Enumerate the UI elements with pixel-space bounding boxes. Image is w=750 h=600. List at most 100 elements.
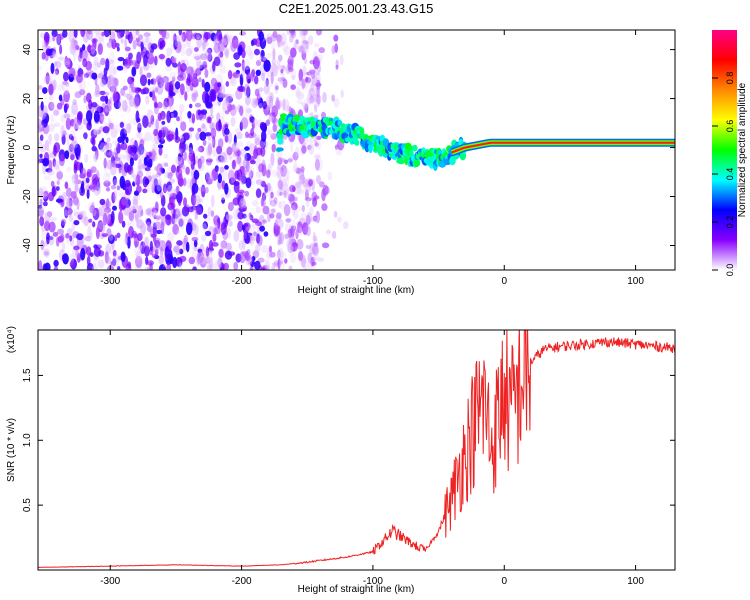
- noise-blob: [175, 245, 181, 256]
- noise-blob: [225, 93, 233, 107]
- noise-blob: [153, 142, 159, 152]
- noise-blob: [44, 211, 51, 223]
- noise-blob: [91, 145, 97, 152]
- noise-blob: [216, 217, 221, 229]
- noise-blob: [52, 158, 56, 168]
- noise-blob: [243, 153, 248, 163]
- noise-blob: [132, 181, 136, 187]
- noise-blob: [261, 130, 267, 143]
- noise-blob: [87, 30, 93, 35]
- noise-blob: [111, 255, 119, 268]
- noise-blob: [156, 163, 163, 176]
- noise-blob: [59, 44, 63, 55]
- noise-blob: [181, 42, 187, 49]
- noise-blob: [50, 114, 55, 124]
- noise-blob: [150, 221, 157, 228]
- noise-blob: [220, 55, 224, 67]
- noise-blob: [245, 226, 251, 233]
- noise-blob: [283, 204, 291, 217]
- noise-blob: [316, 86, 320, 98]
- noise-blob: [103, 157, 107, 169]
- noise-blob: [192, 52, 200, 60]
- noise-blob: [109, 85, 117, 92]
- noise-blob: [191, 236, 199, 242]
- noise-blob: [162, 186, 167, 193]
- noise-blob: [283, 168, 290, 181]
- noise-blob: [93, 128, 98, 136]
- noise-blob: [193, 169, 200, 180]
- noise-blob: [81, 44, 86, 51]
- noise-blob: [219, 65, 227, 74]
- noise-blob: [71, 104, 76, 113]
- noise-blob: [134, 87, 141, 94]
- colorbar-tick-label: 0.2: [725, 216, 735, 229]
- noise-blob: [110, 84, 115, 95]
- noise-blob: [42, 112, 50, 125]
- noise-blob: [94, 148, 99, 160]
- noise-blob: [178, 212, 182, 218]
- noise-blob: [177, 61, 182, 73]
- noise-blob: [226, 146, 233, 156]
- noise-blob: [283, 189, 287, 199]
- noise-blob: [72, 105, 78, 116]
- x-tick-label: 0: [501, 576, 507, 587]
- noise-blob: [333, 34, 339, 42]
- noise-blob: [291, 242, 299, 247]
- noise-blob: [302, 222, 309, 236]
- noise-blob: [78, 54, 82, 63]
- noise-blob: [58, 154, 65, 167]
- noise-blob: [135, 110, 140, 123]
- noise-blob: [101, 31, 105, 37]
- noise-blob: [232, 152, 238, 158]
- noise-blob: [258, 163, 265, 173]
- noise-blob: [109, 51, 115, 65]
- noise-blob: [224, 182, 229, 195]
- noise-blob: [124, 37, 128, 48]
- noise-blob: [151, 148, 156, 156]
- noise-blob: [139, 74, 148, 87]
- noise-blob: [86, 168, 92, 178]
- noise-blob: [194, 90, 199, 96]
- noise-blob: [80, 247, 86, 261]
- noise-blob: [73, 220, 80, 226]
- noise-blob: [232, 142, 240, 153]
- noise-blob: [280, 179, 288, 192]
- snr-xlabel: Height of straight line (km): [298, 584, 415, 595]
- noise-blob: [221, 197, 226, 204]
- noise-blob: [258, 141, 265, 149]
- noise-blob: [281, 41, 285, 46]
- noise-blob: [63, 58, 71, 66]
- noise-blob: [191, 92, 197, 103]
- noise-blob: [310, 256, 316, 263]
- noise-blob: [292, 165, 298, 173]
- noise-blob: [254, 134, 261, 142]
- noise-blob: [171, 112, 175, 118]
- noise-blob: [104, 91, 110, 96]
- noise-blob: [117, 136, 123, 144]
- noise-blob: [172, 57, 177, 65]
- noise-blob: [136, 170, 144, 178]
- noise-blob: [244, 104, 250, 116]
- noise-blob: [231, 175, 235, 184]
- noise-blob: [265, 33, 273, 45]
- noise-blob: [333, 98, 340, 108]
- noise-blob: [176, 244, 180, 252]
- noise-blob: [144, 131, 152, 142]
- noise-blob: [185, 166, 190, 175]
- noise-blob: [189, 103, 193, 109]
- noise-blob: [63, 113, 71, 119]
- spectrogram-signal-track: [275, 112, 675, 172]
- noise-blob: [80, 210, 86, 223]
- noise-blob: [213, 56, 221, 67]
- noise-blob: [169, 192, 177, 198]
- noise-blob: [106, 159, 113, 170]
- noise-blob: [160, 213, 167, 227]
- noise-blob: [114, 152, 118, 159]
- noise-blob: [300, 254, 307, 268]
- noise-blob: [135, 174, 141, 187]
- noise-blob: [130, 220, 135, 227]
- noise-blob: [322, 91, 327, 103]
- noise-blob: [90, 137, 95, 145]
- noise-blob: [128, 52, 133, 60]
- noise-blob: [57, 56, 65, 61]
